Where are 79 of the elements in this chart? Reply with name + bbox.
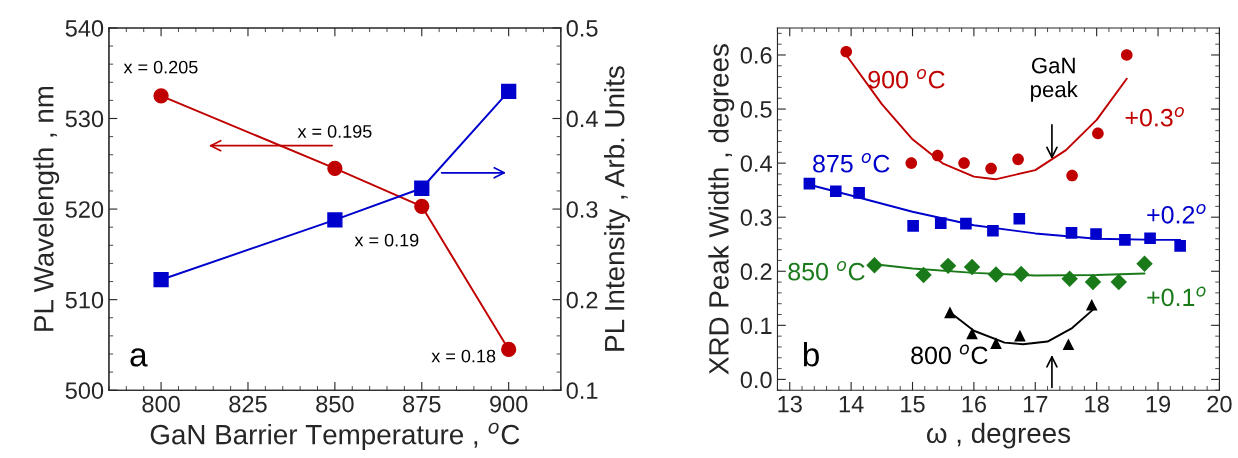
point	[1092, 127, 1104, 140]
point	[1013, 213, 1026, 225]
x-tick-label: 14	[839, 395, 864, 413]
annotation: 875 $^{o}$C	[813, 152, 890, 173]
point	[1085, 298, 1098, 311]
point	[840, 45, 853, 58]
y-tick-label: 0.3	[740, 209, 772, 226]
x-tick-label: 18	[1085, 395, 1109, 413]
y2-tick-label: 0.4	[566, 110, 598, 128]
point	[958, 157, 970, 169]
y-tick-label: 0.2	[740, 263, 772, 281]
annotation: 850 $^{o}$C	[788, 260, 865, 281]
point	[414, 180, 430, 196]
x-tick-label: 800	[142, 395, 180, 413]
annotation: b	[803, 342, 819, 367]
annotation: 800 $^{o}$C	[911, 344, 988, 365]
point	[853, 187, 865, 199]
annotation: x = 0.205	[123, 60, 198, 74]
y-tick-label: 0.5	[740, 101, 772, 118]
point	[990, 337, 1002, 349]
point	[1120, 49, 1133, 61]
point	[963, 258, 981, 276]
x-axis-title: ω , degrees	[926, 422, 1071, 449]
point	[327, 160, 343, 176]
y-tick-label: 540	[65, 20, 104, 37]
point	[907, 220, 919, 232]
y-tick-label: 500	[65, 382, 104, 399]
point	[905, 157, 918, 169]
annotation: 900 $^{o}$C	[868, 68, 945, 89]
x-tick-label: 16	[962, 395, 986, 413]
point	[501, 83, 517, 99]
y-tick-label: 0.0	[740, 371, 772, 389]
y-tick-label: 520	[65, 201, 104, 218]
y-axis-title: XRD Peak Width , degrees	[708, 44, 735, 375]
point	[985, 162, 997, 175]
point	[327, 212, 343, 228]
x-tick-label: 825	[229, 395, 267, 413]
point	[939, 257, 957, 275]
point	[153, 272, 169, 288]
annotation: GaN peak	[1031, 57, 1078, 102]
annotation: x = 0.18	[431, 349, 496, 363]
annotation: a	[130, 348, 148, 367]
y-tick-label: 0.1	[740, 317, 772, 335]
point	[1066, 169, 1078, 182]
y-tick-label: 530	[65, 110, 104, 128]
y-tick-label: 510	[65, 291, 104, 309]
point	[1110, 273, 1127, 291]
point	[934, 217, 947, 229]
x-tick-label: 15	[901, 395, 925, 413]
x-axis-title: GaN Barrier Temperature , $^{o}$C	[150, 422, 520, 450]
x-tick-label: 13	[778, 395, 802, 413]
point	[153, 88, 169, 104]
y2-tick-label: 0.5	[566, 20, 598, 37]
point	[414, 198, 430, 214]
annotation: +0.1$^{o}$	[1147, 286, 1206, 307]
x-tick-label: 20	[1207, 395, 1232, 413]
y-tick-label: 0.6	[740, 47, 772, 64]
annotation: +0.3$^{o}$	[1125, 106, 1184, 127]
y2-tick-label: 0.2	[566, 291, 598, 309]
x-tick-label: 850	[316, 395, 354, 413]
point	[1084, 273, 1102, 291]
point	[1174, 240, 1186, 252]
y2-axis-title: PL Intensity , Arb. Units	[604, 66, 630, 351]
x-tick-label: 875	[403, 395, 441, 413]
annotation: x = 0.195	[297, 125, 372, 138]
point	[987, 224, 999, 237]
point	[1012, 153, 1024, 166]
x-tick-label: 19	[1146, 395, 1171, 413]
y2-tick-label: 0.1	[566, 382, 598, 399]
y-axis-title: PL Wavelength , nm	[33, 86, 60, 331]
point	[1062, 338, 1075, 351]
annotation: +0.2$^{o}$	[1147, 204, 1206, 224]
annotation: x = 0.19	[354, 233, 419, 247]
point	[1136, 255, 1153, 272]
y-tick-label: 0.4	[740, 155, 772, 172]
point	[501, 341, 517, 358]
y2-tick-label: 0.3	[566, 201, 598, 218]
x-tick-label: 17	[1023, 395, 1048, 413]
x-tick-label: 900	[490, 395, 528, 413]
